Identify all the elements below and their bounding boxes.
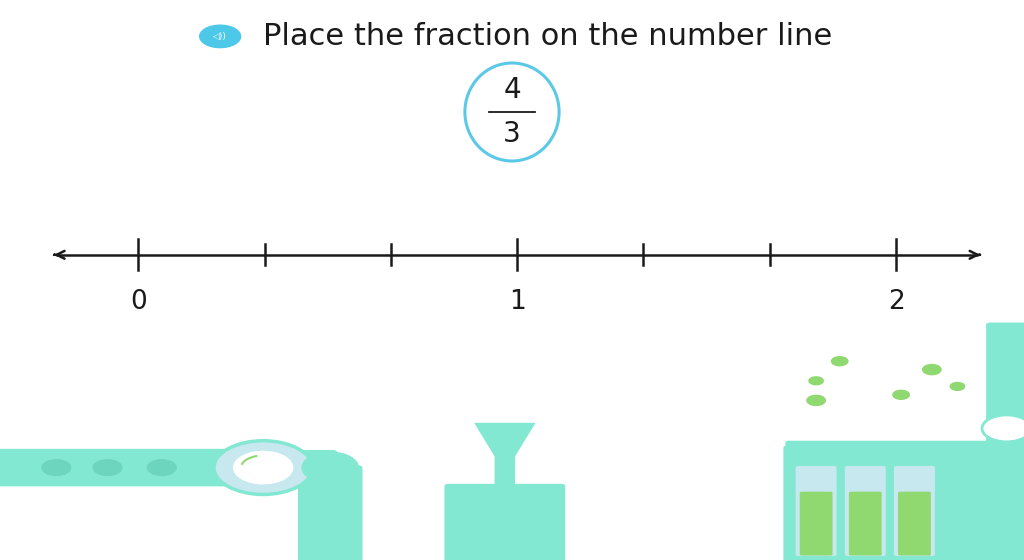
Circle shape xyxy=(807,395,825,405)
FancyBboxPatch shape xyxy=(495,454,515,488)
Circle shape xyxy=(214,441,312,494)
Polygon shape xyxy=(474,423,536,456)
FancyBboxPatch shape xyxy=(298,450,337,485)
Text: 2: 2 xyxy=(888,290,904,315)
Circle shape xyxy=(93,460,122,475)
Circle shape xyxy=(139,455,184,480)
Circle shape xyxy=(147,460,176,475)
Circle shape xyxy=(233,451,293,484)
Circle shape xyxy=(923,365,941,375)
FancyBboxPatch shape xyxy=(0,449,247,486)
FancyBboxPatch shape xyxy=(444,484,565,560)
Circle shape xyxy=(809,377,823,385)
FancyBboxPatch shape xyxy=(800,492,833,556)
Text: 0: 0 xyxy=(130,290,146,315)
Circle shape xyxy=(200,25,241,48)
Circle shape xyxy=(950,382,965,390)
Text: Place the fraction on the number line: Place the fraction on the number line xyxy=(263,22,833,51)
Text: 3: 3 xyxy=(503,120,521,148)
Text: 4: 4 xyxy=(503,76,521,104)
Circle shape xyxy=(34,455,79,480)
Text: 1: 1 xyxy=(509,290,525,315)
Circle shape xyxy=(831,357,848,366)
FancyBboxPatch shape xyxy=(298,465,362,560)
Circle shape xyxy=(85,455,130,480)
Circle shape xyxy=(42,460,71,475)
FancyBboxPatch shape xyxy=(845,466,886,556)
FancyBboxPatch shape xyxy=(986,323,1024,560)
FancyBboxPatch shape xyxy=(849,492,882,556)
Circle shape xyxy=(982,415,1024,442)
Circle shape xyxy=(893,390,909,399)
FancyBboxPatch shape xyxy=(785,441,1024,461)
FancyBboxPatch shape xyxy=(783,445,998,560)
Text: ◁)): ◁)) xyxy=(213,32,227,41)
FancyBboxPatch shape xyxy=(796,466,837,556)
FancyBboxPatch shape xyxy=(898,492,931,556)
Circle shape xyxy=(302,452,358,483)
FancyBboxPatch shape xyxy=(894,466,935,556)
FancyBboxPatch shape xyxy=(784,446,997,475)
